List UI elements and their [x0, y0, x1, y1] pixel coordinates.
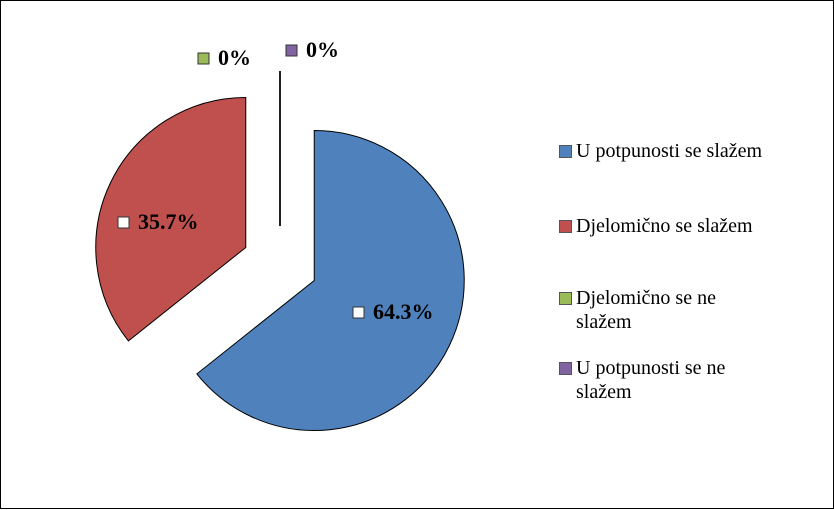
legend-swatch — [559, 292, 572, 305]
label-key — [352, 306, 365, 319]
data-label: 0% — [218, 45, 251, 70]
legend-swatch — [559, 145, 572, 158]
legend-label: Djelomično se slažem — [576, 215, 753, 237]
data-label: 35.7% — [138, 209, 199, 234]
data-label: 0% — [306, 37, 339, 62]
legend-swatch — [559, 362, 572, 375]
label-key — [197, 52, 210, 65]
pie-slice — [196, 130, 465, 431]
data-label: 64.3% — [373, 299, 434, 324]
label-key — [117, 216, 130, 229]
pie-slice — [95, 96, 247, 342]
label-key — [285, 44, 298, 57]
legend-swatch — [559, 220, 572, 233]
legend-label: Djelomično se ne slažem — [576, 287, 716, 333]
legend-label: U potpunosti se ne slažem — [576, 357, 726, 403]
legend-label: U potpunosti se slažem — [576, 140, 763, 162]
